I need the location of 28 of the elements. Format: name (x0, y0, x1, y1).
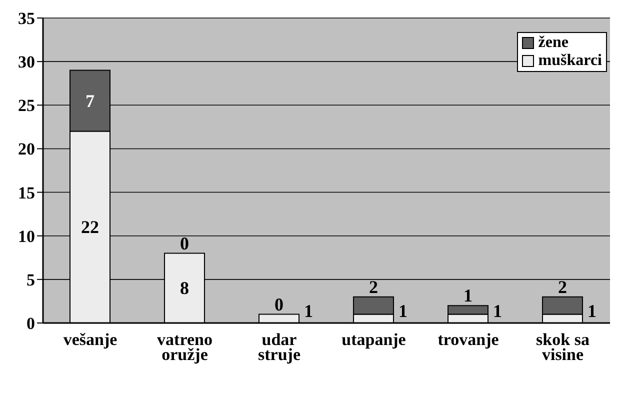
data-label: 22 (81, 217, 99, 238)
data-label: 1 (464, 286, 472, 306)
data-label: 8 (180, 278, 189, 298)
data-label: 0 (274, 294, 284, 314)
y-tick-label: 35 (18, 9, 35, 28)
data-label: 2 (558, 276, 567, 297)
data-label: 1 (304, 301, 313, 321)
x-tick-label: utapanje (342, 330, 406, 349)
legend-label: muškarci (538, 52, 602, 70)
x-tick-label: skok sa visine (536, 330, 590, 364)
x-tick-label: vatreno oružje (157, 330, 212, 364)
data-label: 1 (493, 301, 502, 321)
data-label: 0 (180, 233, 189, 254)
y-tick-label: 25 (18, 96, 35, 116)
data-label: 7 (86, 90, 94, 111)
data-label: 1 (588, 301, 596, 321)
y-tick-label: 20 (18, 140, 35, 159)
data-label: 2 (369, 276, 378, 297)
x-tick-label: trovanje (438, 330, 500, 349)
x-tick-label: vešanje (63, 330, 118, 349)
y-tick-label: 15 (18, 183, 35, 202)
y-tick-label: 30 (18, 52, 35, 72)
legend-label: žene (538, 34, 568, 52)
y-tick-label: 10 (18, 226, 35, 246)
y-tick-label: 0 (26, 314, 35, 334)
y-tick-label: 5 (26, 270, 35, 290)
x-tick-label: udar struje (258, 330, 301, 364)
data-label: 1 (398, 301, 408, 321)
